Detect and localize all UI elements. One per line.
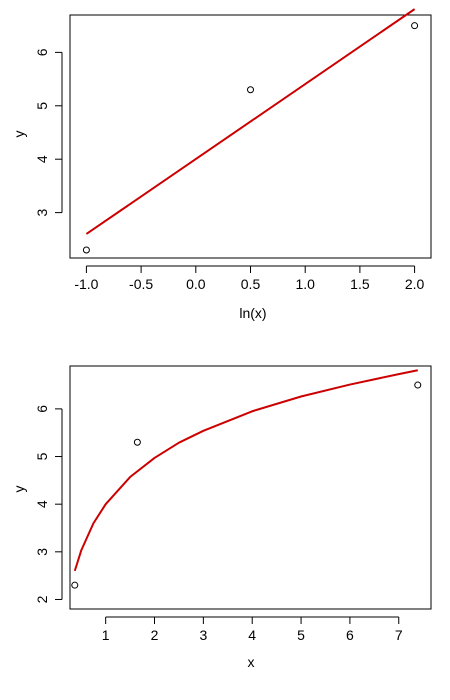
plot-frame xyxy=(69,365,432,610)
x-axis-label: ln(x) xyxy=(239,305,266,321)
y-tick-label: 5 xyxy=(34,102,50,110)
x-tick-label: 0.5 xyxy=(241,276,261,292)
x-tick-label: 2.0 xyxy=(405,276,425,292)
data-point xyxy=(133,438,141,446)
data-point xyxy=(71,581,79,589)
y-tick-label: 3 xyxy=(34,548,50,556)
x-axis-label: x xyxy=(248,654,255,670)
x-axis: -1.0 -0.5 0.0 0.5 1.0 1.5 2.0 xyxy=(74,265,425,292)
y-axis-label: y xyxy=(11,131,27,138)
data-point xyxy=(82,246,90,254)
y-tick-label: 4 xyxy=(34,500,50,508)
plot-frame xyxy=(69,14,432,259)
y-axis: 2 3 4 5 6 xyxy=(34,405,63,603)
x-tick-label: 4 xyxy=(248,627,256,643)
y-tick-label: 2 xyxy=(34,595,50,603)
x-tick-label: 1.0 xyxy=(295,276,315,292)
data-point xyxy=(414,381,422,389)
series-group xyxy=(82,8,419,254)
x-tick-label: 2 xyxy=(151,627,159,643)
panel-log-x: -1.0 -0.5 0.0 0.5 1.0 1.5 2.0 3 4 5 6 ln(x) y xyxy=(11,8,432,321)
y-tick-label: 4 xyxy=(34,155,50,163)
data-point xyxy=(247,86,254,94)
x-tick-label: -0.5 xyxy=(129,276,153,292)
series-group xyxy=(71,369,422,589)
x-tick-label: 0.0 xyxy=(186,276,206,292)
y-tick-label: 3 xyxy=(34,209,50,217)
fitted-line xyxy=(85,8,416,235)
x-axis: 1 2 3 4 5 6 7 xyxy=(102,616,403,643)
y-axis-label: y xyxy=(11,486,27,493)
x-tick-label: 5 xyxy=(297,627,305,643)
y-axis: 3 4 5 6 xyxy=(34,48,63,217)
fitted-curve xyxy=(73,369,418,572)
x-tick-label: 7 xyxy=(395,627,403,643)
x-tick-label: 1.5 xyxy=(350,276,370,292)
data-point xyxy=(411,22,419,30)
x-tick-label: -1.0 xyxy=(74,276,98,292)
panel-linear-x: 1 2 3 4 5 6 7 2 3 4 5 6 x y xyxy=(11,365,432,670)
x-tick-label: 1 xyxy=(102,627,110,643)
y-tick-label: 5 xyxy=(34,452,50,460)
x-tick-label: 3 xyxy=(199,627,207,643)
y-tick-label: 6 xyxy=(34,405,50,413)
y-tick-label: 6 xyxy=(34,48,50,56)
x-tick-label: 6 xyxy=(346,627,354,643)
